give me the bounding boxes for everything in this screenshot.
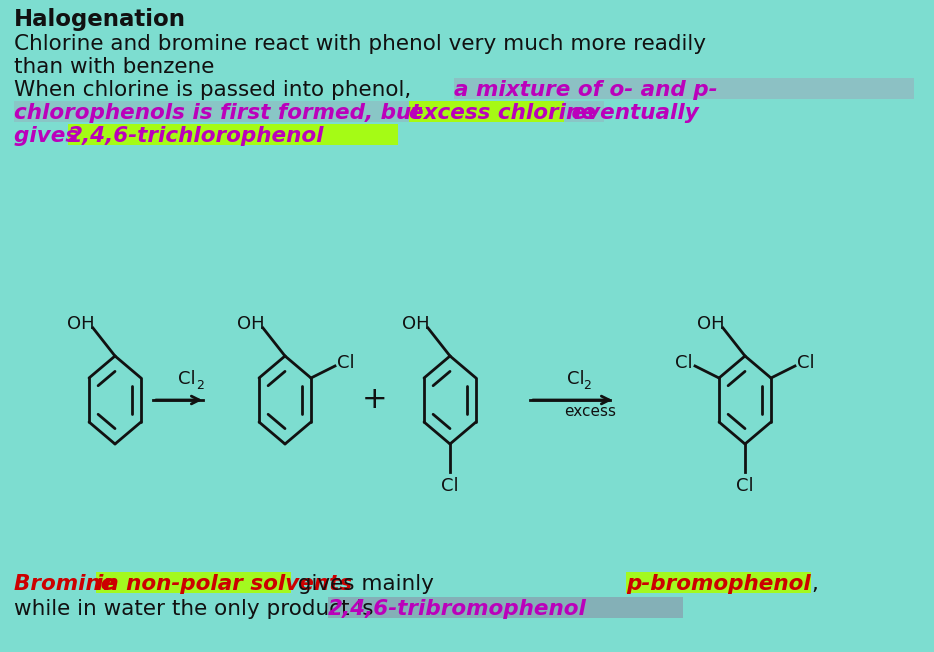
Text: Cl: Cl — [337, 354, 355, 372]
Text: When chlorine is passed into phenol,: When chlorine is passed into phenol, — [14, 80, 418, 100]
Text: gives: gives — [14, 126, 86, 146]
Bar — [626, 572, 811, 593]
Text: Halogenation: Halogenation — [14, 8, 186, 31]
Bar — [409, 101, 564, 122]
Text: OH: OH — [237, 315, 264, 333]
Text: Cl: Cl — [178, 370, 195, 388]
Text: a mixture of o- and p-: a mixture of o- and p- — [454, 80, 717, 100]
Text: 2,4,6-trichlorophenol: 2,4,6-trichlorophenol — [68, 126, 324, 146]
Text: ,: , — [811, 574, 818, 594]
Text: excess: excess — [564, 404, 616, 419]
Text: OH: OH — [67, 315, 94, 333]
Text: Cl: Cl — [568, 370, 585, 388]
Text: Cl: Cl — [797, 354, 814, 372]
Text: 2,4,6-tribromophenol: 2,4,6-tribromophenol — [328, 599, 587, 619]
Bar — [96, 572, 291, 593]
Text: +: + — [362, 385, 388, 415]
Bar — [14, 101, 604, 122]
Text: 2: 2 — [584, 379, 591, 392]
Text: Bromine: Bromine — [14, 574, 123, 594]
Text: excess chlorine: excess chlorine — [409, 103, 596, 123]
Text: 2: 2 — [196, 379, 204, 392]
Text: chlorophenols is first formed, but: chlorophenols is first formed, but — [14, 103, 429, 123]
Text: Cl: Cl — [736, 477, 754, 495]
Bar — [454, 78, 914, 99]
Text: Cl: Cl — [675, 354, 693, 372]
Text: than with benzene: than with benzene — [14, 57, 215, 77]
Text: OH: OH — [402, 315, 430, 333]
Text: Cl: Cl — [441, 477, 459, 495]
Text: OH: OH — [697, 315, 725, 333]
Text: Chlorine and bromine react with phenol very much more readily: Chlorine and bromine react with phenol v… — [14, 34, 706, 54]
Bar — [68, 124, 398, 145]
Text: eventually: eventually — [564, 103, 699, 123]
Text: while in water the only product is: while in water the only product is — [14, 599, 380, 619]
Text: in non-polar solvents: in non-polar solvents — [96, 574, 352, 594]
Bar — [328, 597, 683, 618]
Text: p-bromophenol: p-bromophenol — [626, 574, 811, 594]
Text: gives mainly: gives mainly — [291, 574, 441, 594]
